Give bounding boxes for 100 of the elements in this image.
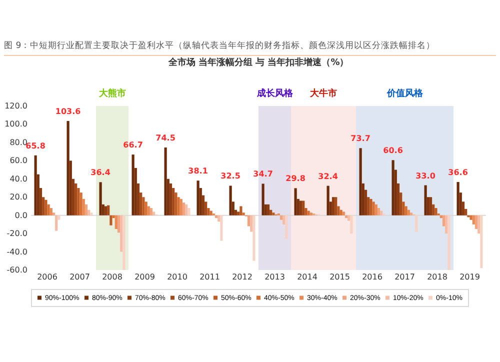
bar: [232, 202, 234, 216]
bar: [104, 206, 108, 216]
bar: [334, 197, 338, 216]
bar: [359, 148, 362, 216]
x-tick-label: 2011: [200, 272, 220, 282]
bar: [77, 188, 80, 216]
x-tick-label: 2018: [427, 272, 448, 282]
bar: [410, 212, 413, 216]
data-label: 38.1: [188, 166, 208, 176]
data-label: 36.4: [90, 168, 111, 178]
bar: [180, 198, 182, 216]
data-label: 66.7: [123, 140, 143, 150]
bar: [380, 210, 383, 216]
data-label: 65.8: [26, 141, 46, 150]
bar: [459, 192, 462, 216]
x-tick-label: 2014: [297, 272, 318, 282]
bar: [136, 183, 140, 216]
bar: [424, 185, 427, 216]
x-tick-label: 2007: [70, 272, 90, 282]
bar: [147, 206, 150, 216]
bar: [474, 215, 478, 229]
bar: [58, 215, 60, 220]
data-label: 60.6: [383, 146, 404, 156]
x-tick-label: 2012: [232, 272, 252, 282]
bar: [299, 200, 302, 216]
data-label: 73.7: [350, 134, 370, 144]
bar: [90, 212, 93, 216]
bar: [264, 204, 267, 216]
bar: [39, 188, 42, 216]
bar: [172, 188, 175, 216]
bar: [117, 215, 120, 233]
bar: [372, 202, 375, 216]
bar: [177, 197, 180, 216]
x-tick-label: 2006: [37, 272, 58, 282]
y-tick-label: -60.0: [6, 266, 28, 274]
bar: [36, 174, 40, 216]
bar: [445, 215, 448, 234]
bar: [132, 154, 134, 216]
x-tick-label: 2009: [134, 272, 155, 282]
bar: [202, 195, 205, 216]
bar: [44, 200, 48, 216]
bar: [199, 188, 202, 216]
bar: [367, 197, 370, 216]
bar: [456, 182, 460, 216]
bar: [342, 212, 345, 216]
bar: [262, 184, 264, 216]
bar: [102, 204, 104, 216]
bar: [470, 215, 472, 220]
bar: [188, 208, 190, 216]
y-tick-label: 40.0: [10, 174, 28, 184]
bar: [270, 210, 272, 216]
bar: [429, 197, 432, 216]
bar: [247, 215, 250, 226]
y-tick-label: 80.0: [10, 138, 28, 147]
band-label: 成长风格: [256, 88, 294, 99]
bar: [280, 215, 283, 220]
bar: [370, 198, 372, 216]
bar: [285, 215, 288, 240]
data-label: 34.7: [253, 170, 273, 179]
bar: [432, 204, 435, 216]
y-tick-label: 120.0: [4, 102, 28, 110]
bar: [74, 183, 78, 216]
bar: [250, 215, 253, 232]
bar: [185, 204, 188, 216]
bar: [448, 215, 450, 270]
bar: [392, 160, 394, 216]
bar: [402, 202, 405, 216]
bar: [52, 212, 56, 216]
y-tick-label: 0.0: [14, 210, 28, 220]
x-tick-label: 2017: [394, 272, 415, 282]
bar: [220, 215, 223, 241]
data-label: 32.5: [220, 172, 241, 181]
bar: [80, 192, 82, 216]
bar: [374, 204, 378, 216]
band-label: 大牛市: [310, 88, 337, 99]
bar: [134, 168, 137, 216]
bar: [434, 208, 438, 216]
chart-subtitle: 全市场 当年涨幅分组 与 当年扣非增速（%）: [167, 57, 349, 68]
bar: [72, 178, 75, 216]
bar: [394, 170, 397, 216]
bar: [272, 212, 275, 216]
bar: [88, 210, 90, 216]
data-label: 32.4: [318, 172, 338, 181]
y-tick-label: 60.0: [10, 156, 28, 166]
bar: [252, 215, 256, 261]
bar: [415, 215, 418, 232]
chart-title: 图 9：中短期行业配置主要取决于盈利水平（纵轴代表当年年报的财务指标、颜色深浅用以区分涨跌幅排名）: [4, 40, 496, 56]
bar: [296, 198, 300, 216]
bar: [164, 147, 167, 216]
bar: [152, 212, 156, 216]
bar: [472, 215, 475, 224]
x-tick-label: 2016: [362, 272, 382, 282]
bar: [204, 202, 208, 216]
bar: [142, 197, 145, 216]
bar: [310, 212, 312, 216]
bar: [348, 215, 350, 221]
bar: [82, 198, 85, 216]
bar: [42, 197, 45, 216]
bar: [55, 215, 58, 231]
y-tick-label: 20.0: [10, 192, 28, 202]
